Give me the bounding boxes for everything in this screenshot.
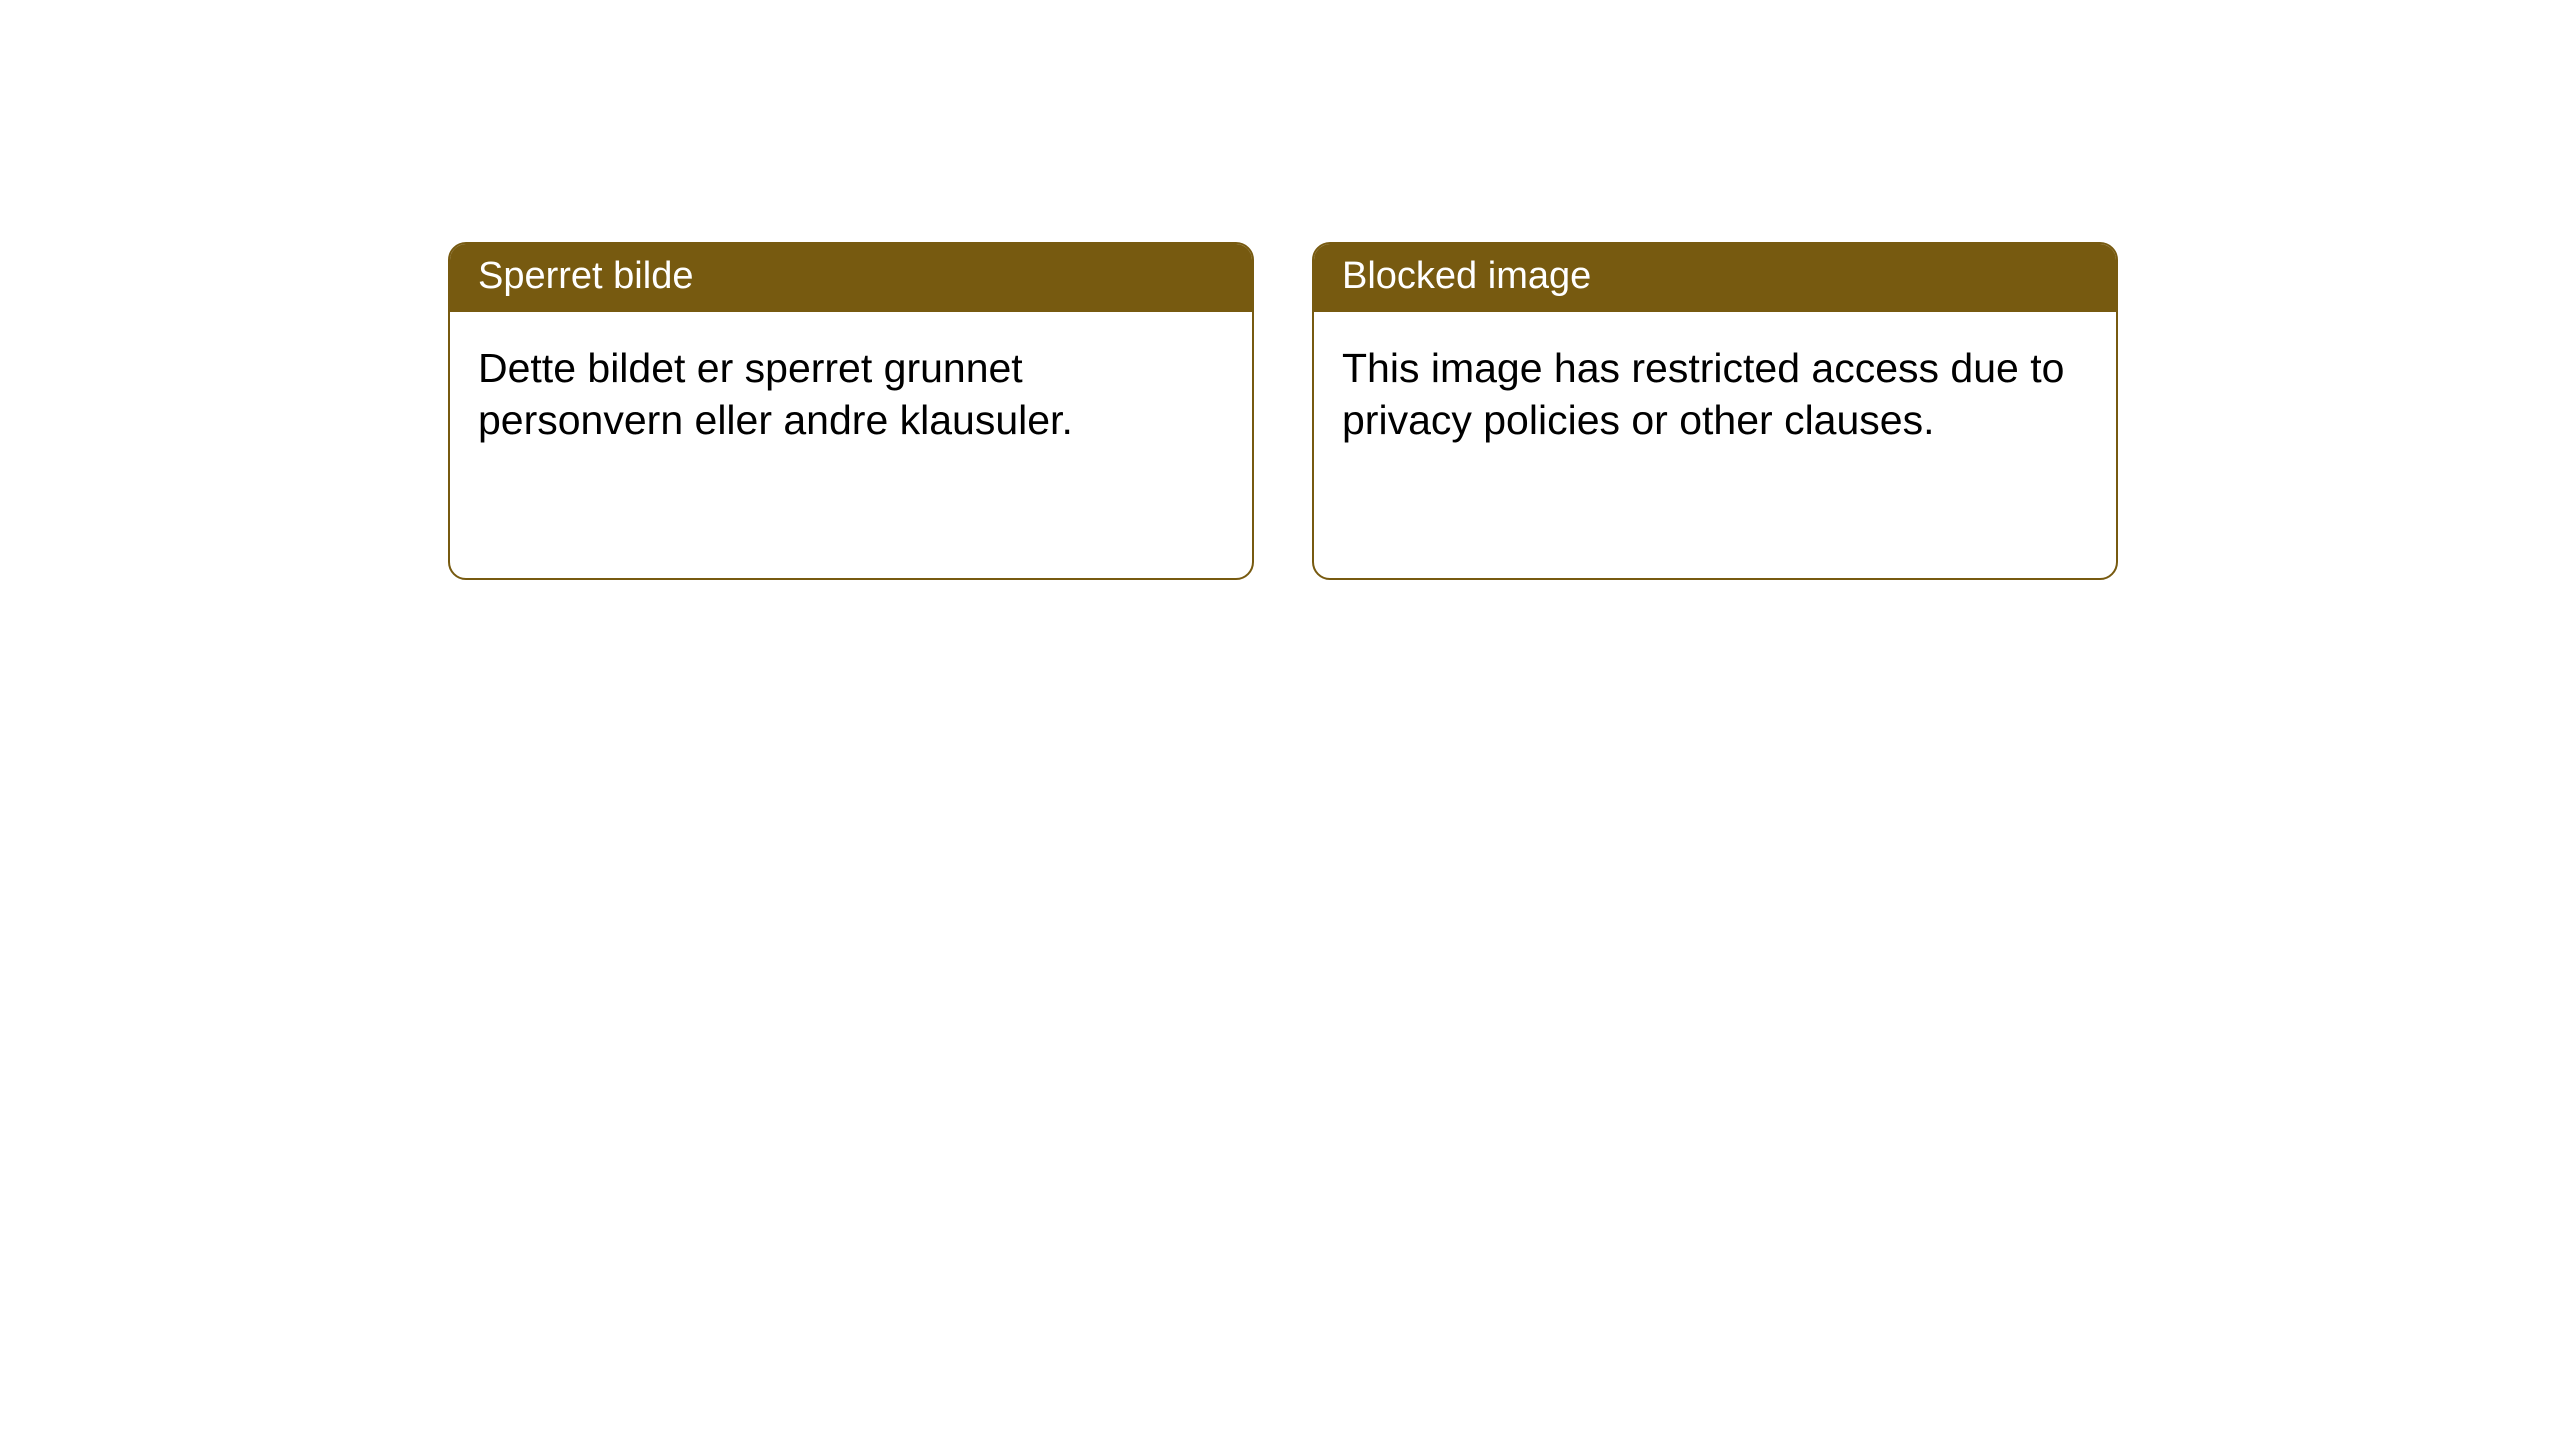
card-header: Sperret bilde bbox=[450, 244, 1252, 312]
card-body: This image has restricted access due to … bbox=[1314, 312, 2116, 477]
card-header: Blocked image bbox=[1314, 244, 2116, 312]
notice-card-english: Blocked image This image has restricted … bbox=[1312, 242, 2118, 580]
card-title: Sperret bilde bbox=[478, 255, 693, 297]
notice-cards-container: Sperret bilde Dette bildet er sperret gr… bbox=[448, 242, 2118, 580]
card-title: Blocked image bbox=[1342, 255, 1591, 297]
card-body-text: This image has restricted access due to … bbox=[1342, 345, 2064, 443]
card-body: Dette bildet er sperret grunnet personve… bbox=[450, 312, 1252, 477]
card-body-text: Dette bildet er sperret grunnet personve… bbox=[478, 345, 1073, 443]
notice-card-norwegian: Sperret bilde Dette bildet er sperret gr… bbox=[448, 242, 1254, 580]
